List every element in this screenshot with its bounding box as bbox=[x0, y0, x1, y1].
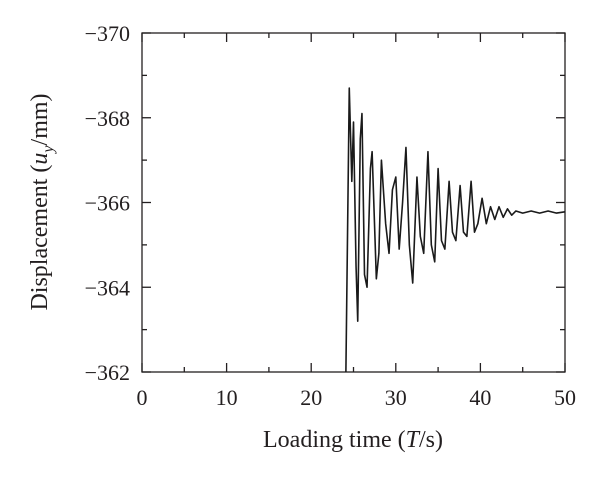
x-label-unit: /s) bbox=[419, 427, 443, 453]
data-line bbox=[345, 87, 566, 373]
y-tick-label: −364 bbox=[85, 275, 130, 300]
x-label-var: T bbox=[406, 427, 421, 453]
x-tick-label: 10 bbox=[216, 385, 238, 410]
y-tick-label: −366 bbox=[85, 191, 130, 216]
y-label-var: u bbox=[27, 153, 53, 165]
y-tick-label: −370 bbox=[85, 21, 130, 46]
x-tick-label: 40 bbox=[469, 385, 491, 410]
y-axis-label: Displacement (uy/mm) bbox=[27, 93, 57, 310]
y-label-unit: /mm) bbox=[27, 93, 53, 145]
x-tick-label: 30 bbox=[385, 385, 407, 410]
x-tick-label: 0 bbox=[137, 385, 148, 410]
x-label-text: Loading time ( bbox=[263, 427, 406, 453]
y-tick-label: −368 bbox=[85, 106, 130, 131]
y-tick-label: −362 bbox=[85, 360, 130, 385]
x-axis-label: Loading time (T/s) bbox=[263, 427, 443, 453]
y-label-sub: y bbox=[40, 145, 57, 155]
x-tick-label: 20 bbox=[300, 385, 322, 410]
x-tick-label: 50 bbox=[554, 385, 576, 410]
y-label-text: Displacement ( bbox=[27, 165, 53, 311]
plot-frame bbox=[141, 32, 566, 373]
